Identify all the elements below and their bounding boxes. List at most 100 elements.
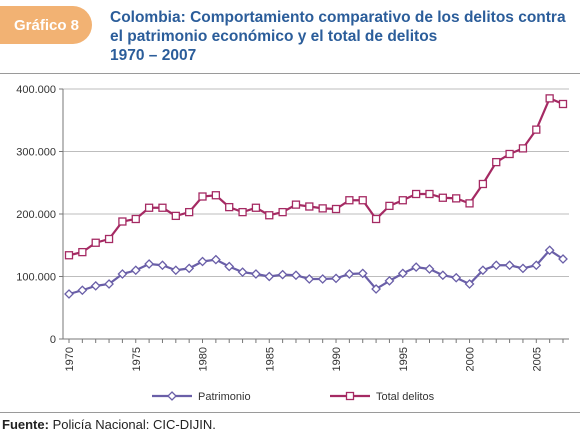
data-point [117, 269, 128, 279]
data-point [344, 269, 355, 279]
chart-title: Colombia: Comportamiento comparativo de … [110, 8, 575, 65]
data-point [237, 267, 248, 278]
series-line-1 [68, 248, 564, 296]
x-tick-label: 1985 [264, 347, 276, 371]
data-point [357, 268, 368, 279]
data-point [558, 254, 568, 264]
legend-label-2: Total delitos [376, 391, 435, 403]
data-point [144, 259, 155, 269]
data-point [318, 204, 327, 213]
data-point [438, 193, 447, 202]
x-tick-label: 1980 [198, 347, 210, 371]
data-point [397, 268, 408, 279]
data-point [291, 200, 301, 209]
x-tick-label: 1970 [64, 347, 76, 371]
data-point [251, 203, 261, 212]
data-point [331, 204, 341, 214]
data-point [518, 263, 528, 274]
data-point [211, 191, 221, 200]
data-point [478, 179, 488, 189]
legend-marker-1 [167, 391, 177, 401]
gridlines [63, 88, 569, 277]
data-point [78, 247, 87, 257]
data-point [305, 202, 314, 211]
data-point [345, 196, 354, 205]
data-point [118, 217, 127, 226]
data-point [558, 99, 568, 109]
data-point [185, 207, 194, 217]
figure-badge: Gráfico 8 [0, 6, 92, 44]
chart-container: 0 100.000 200.000 300.000 400.000 1970 1975 19… [0, 73, 580, 413]
y-tick-label: 100.000 [16, 272, 56, 284]
data-point [464, 279, 475, 289]
data-point [277, 269, 288, 280]
data-point [384, 275, 395, 286]
source-text: Policía Nacional: CIC-DIJIN. [48, 417, 216, 432]
chart-title-line-1: Colombia: Comportamiento comparativo de … [110, 9, 566, 26]
data-point [250, 269, 261, 279]
data-point [265, 211, 274, 220]
legend-label-1: Patrimonio [198, 391, 251, 403]
data-point [425, 189, 434, 199]
x-tick-label: 1990 [331, 347, 343, 371]
x-tick-label: 2005 [531, 347, 543, 371]
data-point [64, 251, 74, 260]
data-point [451, 272, 462, 283]
data-point [452, 194, 461, 203]
data-point [331, 273, 341, 284]
data-point [90, 280, 101, 291]
data-point [197, 256, 208, 267]
data-point [131, 214, 140, 224]
data-point [104, 279, 114, 289]
data-point [504, 260, 515, 271]
data-point [492, 157, 501, 167]
data-point [491, 260, 502, 271]
data-point [130, 265, 141, 276]
data-point [371, 284, 382, 294]
data-point [278, 207, 287, 217]
series-line-2 [68, 96, 564, 257]
x-tick-label: 1975 [131, 347, 143, 371]
data-point [158, 203, 167, 212]
data-point [171, 211, 180, 221]
x-tick-label: 1995 [398, 347, 410, 371]
data-point [531, 260, 542, 271]
data-point [424, 264, 435, 274]
data-point [371, 214, 381, 224]
legend: Patrimonio Total delitos [152, 391, 435, 403]
data-point [505, 149, 514, 159]
data-point [411, 189, 421, 199]
data-point [91, 238, 100, 247]
data-point [465, 199, 474, 208]
data-point [304, 274, 315, 284]
y-tick-label: 400.000 [16, 84, 56, 96]
data-point [144, 203, 154, 212]
source-label: Fuente: [2, 417, 49, 432]
data-point [477, 265, 488, 276]
data-point [398, 196, 407, 205]
axes [62, 89, 569, 340]
data-point [170, 265, 181, 276]
source-note: Fuente: Policía Nacional: CIC-DIJIN. [2, 417, 216, 432]
y-tick-label: 300.000 [16, 147, 56, 159]
y-axis-ticks: 0 100.000 200.000 300.000 400.000 [16, 84, 63, 346]
data-point [358, 196, 367, 205]
data-point [64, 289, 74, 299]
data-point [437, 270, 448, 281]
data-point [210, 254, 221, 265]
chart-title-line-2: el patrimonio económico y el total de de… [110, 28, 438, 45]
series-lines [64, 94, 568, 299]
data-point [225, 202, 234, 212]
data-point [224, 261, 235, 272]
data-point [184, 263, 195, 274]
data-point [198, 192, 207, 201]
y-tick-label: 200.000 [16, 209, 56, 221]
data-point [518, 144, 528, 153]
x-tick-label: 2000 [465, 347, 477, 371]
legend-marker-2 [345, 391, 355, 401]
data-point [157, 260, 168, 271]
x-axis-ticks: 1970 1975 1980 1985 1990 1995 2000 2005 [64, 339, 564, 371]
data-point [264, 271, 275, 282]
data-point [385, 201, 394, 211]
